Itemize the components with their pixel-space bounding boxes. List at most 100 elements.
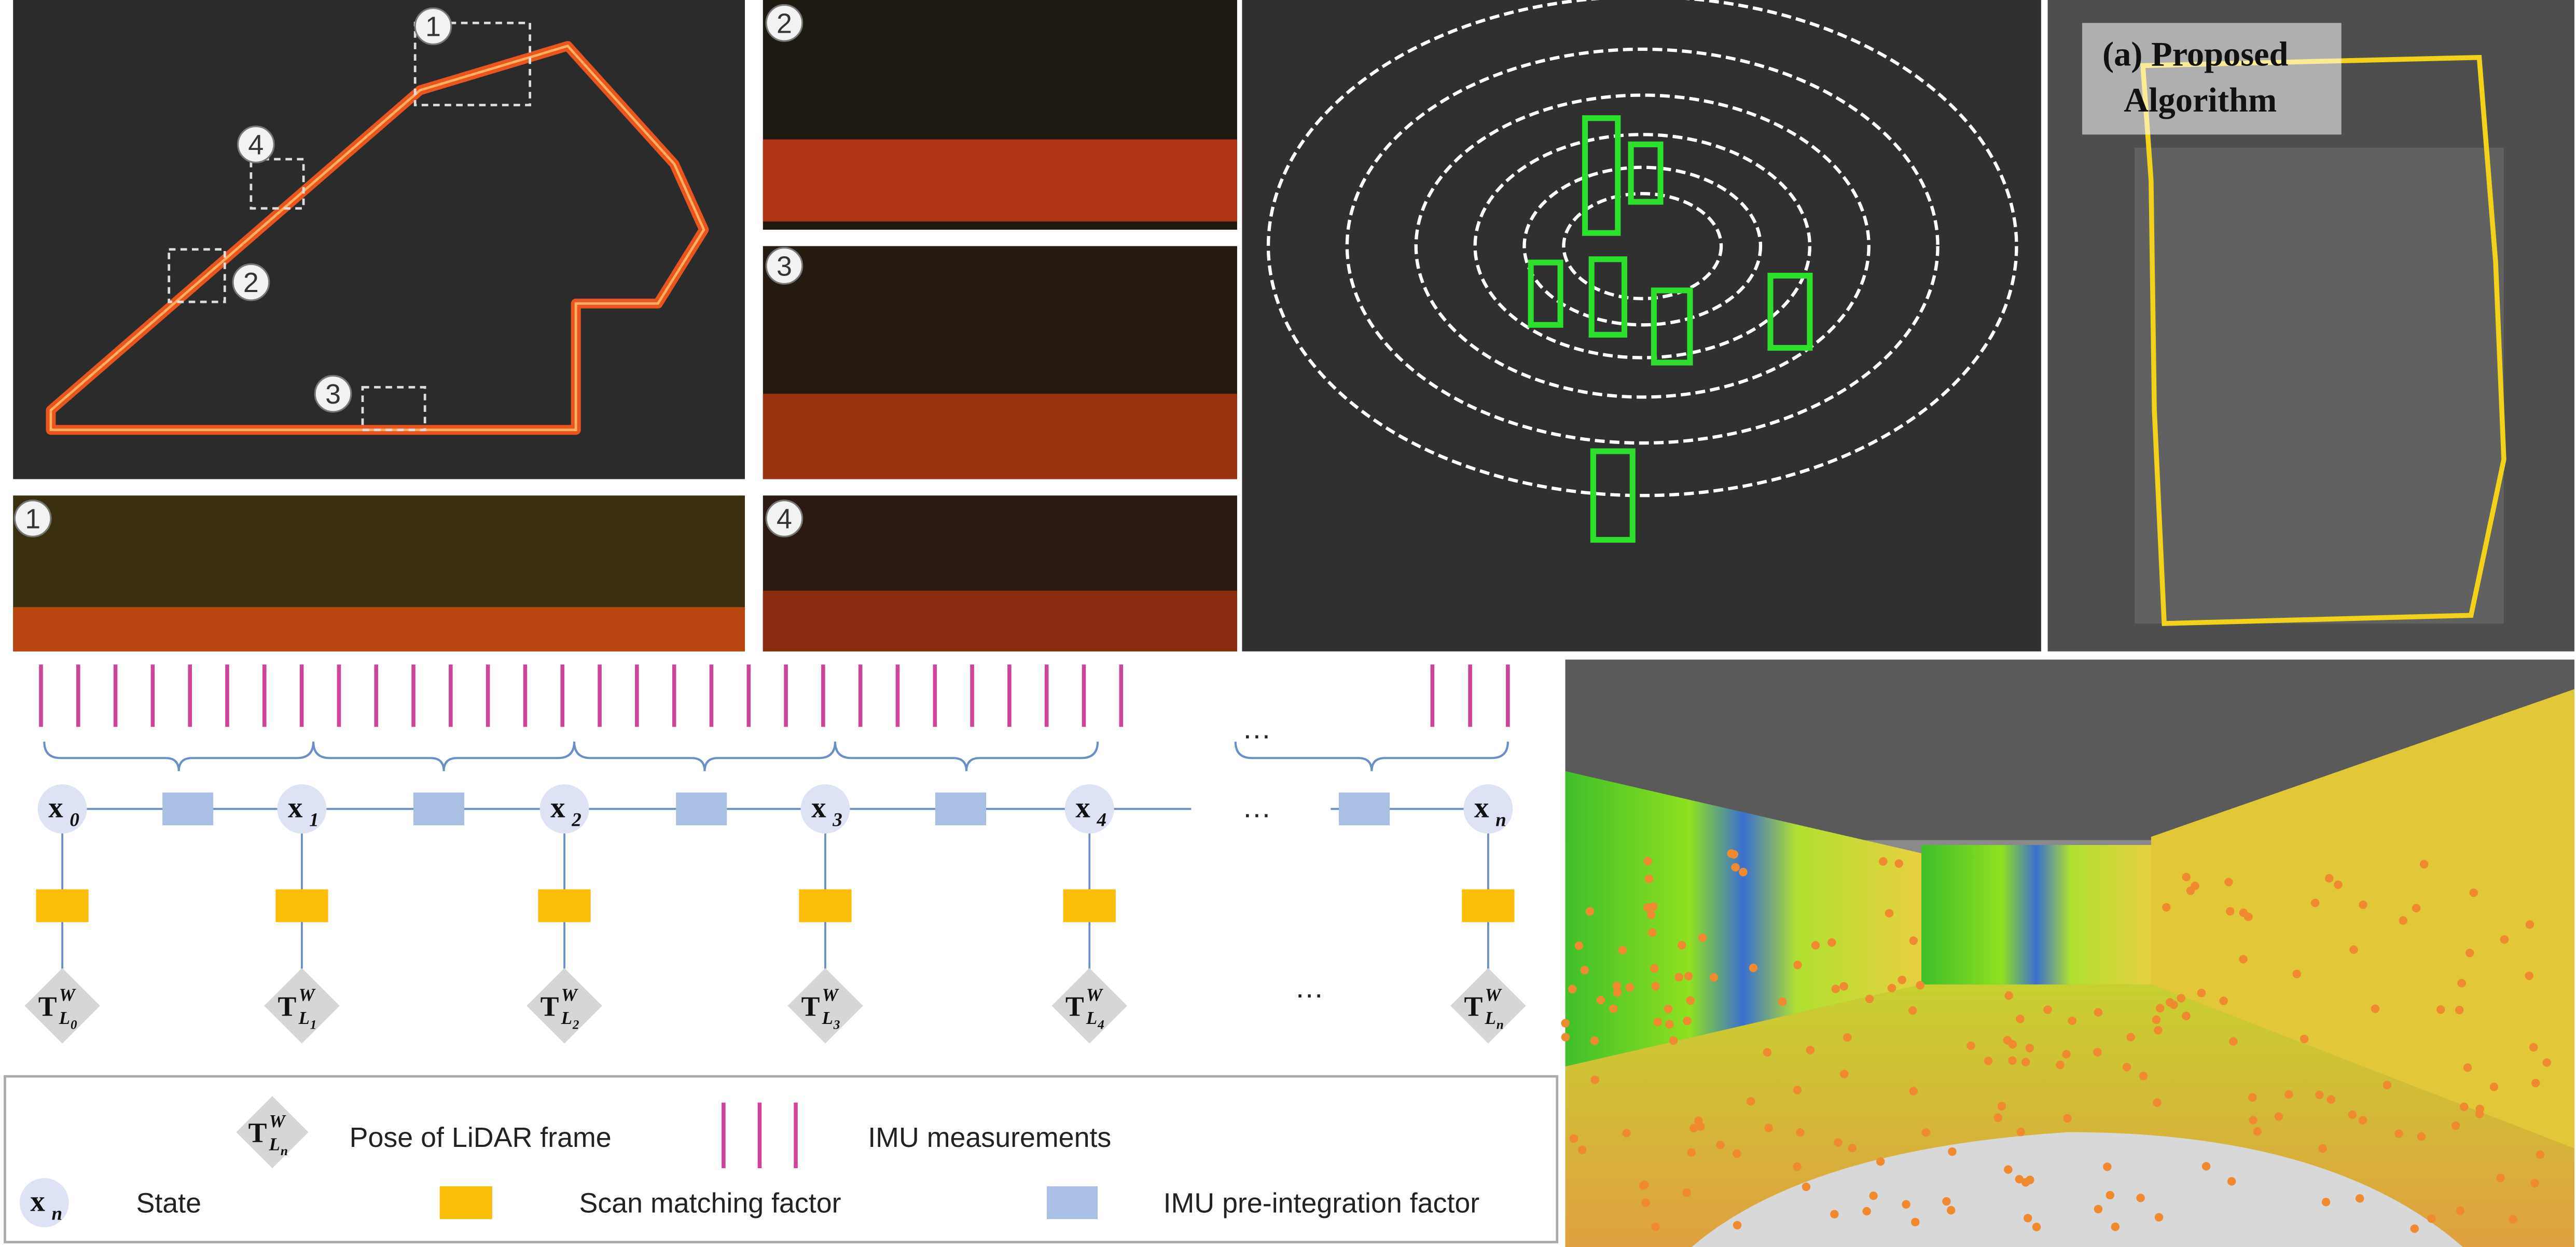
point <box>1749 963 1758 973</box>
state-subscript: 1 <box>309 809 319 830</box>
brace <box>43 741 315 771</box>
point <box>1916 981 1924 990</box>
point <box>2457 979 2466 988</box>
pose-symbol: T <box>801 991 820 1022</box>
lidar-rings <box>1267 0 2018 497</box>
point <box>1885 909 1894 918</box>
point <box>2094 1204 2103 1214</box>
point <box>2239 954 2248 964</box>
point <box>2349 945 2358 954</box>
imu-factor <box>676 792 727 826</box>
far-scene <box>1921 845 2151 985</box>
point <box>1686 996 1695 1005</box>
caption: (a) Proposed <box>2102 36 2289 74</box>
factor-graph: x 0T WL 0x 1T WL 1x 2T WL 2x 3T WL 3x 4T WL 4x nT WL n………T… <box>19 664 1526 1228</box>
point <box>2056 1060 2065 1070</box>
point <box>1947 1206 1956 1215</box>
point <box>2427 1214 2436 1223</box>
state-symbol: x <box>1075 791 1090 824</box>
marker-badge <box>414 7 452 45</box>
pose-index: 4 <box>1097 1017 1104 1032</box>
pose-subscript: L <box>822 1008 833 1028</box>
pose-node <box>527 968 602 1044</box>
point <box>1966 1041 1975 1050</box>
point <box>1848 1144 1857 1153</box>
legend-scan <box>439 1186 492 1220</box>
point <box>1684 972 1693 980</box>
ring <box>1414 93 1871 399</box>
point <box>2334 880 2343 889</box>
pose-superscript: W <box>1485 985 1502 1005</box>
point <box>2451 1121 2460 1130</box>
point <box>1613 988 1622 997</box>
point <box>1590 1075 1600 1084</box>
marker-label: 2 <box>243 267 259 298</box>
detection-box <box>1588 256 1627 338</box>
right-wall <box>2151 689 2574 1149</box>
point <box>1869 1191 1878 1200</box>
point <box>2219 996 2228 1005</box>
state-subscript: n <box>1495 809 1506 830</box>
point <box>2394 1129 2403 1138</box>
point <box>2463 1063 2472 1072</box>
scan-factor <box>1462 889 1515 922</box>
pose-index: 3 <box>833 1017 840 1032</box>
point <box>1911 1217 1920 1227</box>
ring <box>1345 47 1940 445</box>
point <box>1834 1138 1843 1147</box>
point <box>1687 1148 1696 1157</box>
point <box>2153 1098 2162 1107</box>
point <box>1669 1036 1678 1045</box>
marker-label: 2 <box>777 8 792 39</box>
point <box>2292 969 2301 978</box>
point <box>2155 1004 2165 1013</box>
point <box>1827 938 1836 947</box>
projected-points <box>1561 849 2551 1233</box>
marker-label: 4 <box>777 504 792 535</box>
point <box>2008 1056 2017 1065</box>
point <box>2182 872 2191 881</box>
point <box>2224 878 2233 886</box>
ellipsis: … <box>1295 971 1324 1004</box>
pose-symbol: T <box>1464 991 1483 1022</box>
point <box>2004 991 2013 1000</box>
point <box>1674 973 1684 981</box>
point <box>1585 907 1595 916</box>
marker-badge <box>13 500 52 537</box>
point <box>1596 995 1605 1005</box>
point <box>2136 1194 2145 1202</box>
point <box>2004 1165 2013 1174</box>
point <box>2355 1194 2364 1203</box>
point <box>2062 1050 2071 1059</box>
point <box>1561 1019 1570 1028</box>
brace <box>312 741 576 771</box>
point <box>1651 1223 1660 1231</box>
point <box>2326 1095 2336 1104</box>
point <box>1729 850 1738 859</box>
point <box>1664 1004 1673 1014</box>
scan-factor <box>538 889 591 922</box>
point <box>1647 928 1657 937</box>
marker-region <box>361 386 426 432</box>
state-subscript: n <box>52 1203 63 1224</box>
marker-region <box>413 21 531 106</box>
point <box>1802 1182 1811 1191</box>
inset-ground <box>763 139 1237 222</box>
point <box>2509 1215 2517 1224</box>
point <box>1879 857 1888 866</box>
point <box>2489 1083 2499 1091</box>
point <box>1793 1086 1802 1094</box>
point <box>1948 1147 1957 1156</box>
point <box>1831 985 1840 993</box>
point <box>2093 1048 2102 1057</box>
marker-region <box>250 158 305 210</box>
caption: Algorithm <box>2124 81 2277 119</box>
point <box>2436 1005 2445 1014</box>
point <box>2325 874 2334 883</box>
point <box>1909 1087 1918 1096</box>
pose-superscript: W <box>269 1111 286 1131</box>
state-node <box>37 784 87 834</box>
point <box>1665 1020 1674 1029</box>
point <box>1625 983 1635 992</box>
point <box>1569 1134 1578 1143</box>
